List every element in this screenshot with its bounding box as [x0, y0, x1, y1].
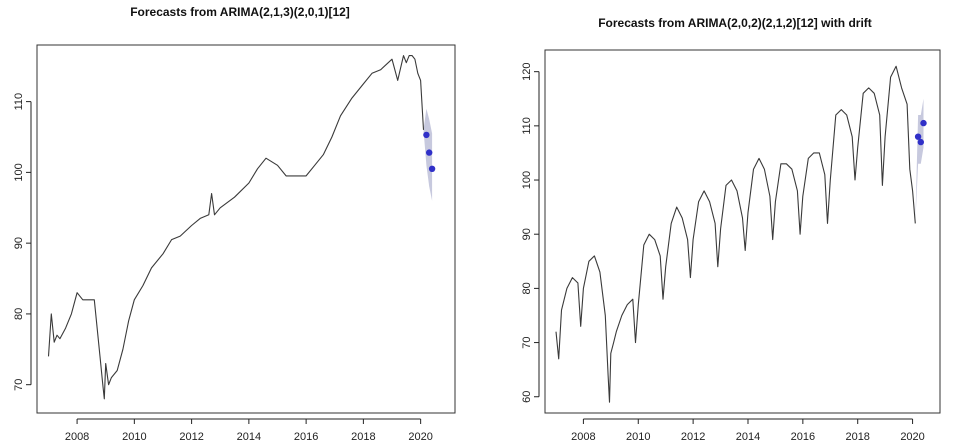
- forecast-point: [917, 138, 924, 146]
- x-tick-label: 2010: [122, 431, 146, 443]
- x-tick-label: 2012: [179, 431, 203, 443]
- y-tick-label: 110: [521, 117, 533, 135]
- x-tick-label: 2016: [294, 431, 318, 443]
- plot-frame: [36, 44, 456, 414]
- x-tick-label: 2008: [571, 431, 595, 443]
- y-tick-label: 80: [13, 308, 25, 320]
- forecast-point: [914, 133, 922, 140]
- y-tick-label: 70: [521, 336, 533, 348]
- axes-layer: 2008 2010 2012 2014 2016 2018 2020 70 80 90 100 110: [13, 93, 433, 443]
- y-tick-label: 60: [521, 391, 533, 403]
- x-tick-label: 2014: [736, 431, 760, 443]
- y-tick-label: 100: [13, 163, 25, 181]
- axes-layer: 2008 2010 2012 2014 2016 2018 2020 60 70 80 90 100 1…: [521, 62, 925, 443]
- chart-panel-right: Forecasts from ARIMA(2,0,2)(2,1,2)[12] w…: [480, 0, 953, 447]
- y-tick-label: 90: [13, 237, 25, 249]
- series-layer: [47, 55, 425, 400]
- chart-left: Forecasts from ARIMA(2,1,3)(2,0,1)[12] 2…: [13, 5, 456, 443]
- series-layer: [555, 65, 916, 403]
- y-tick-label: 110: [13, 93, 25, 111]
- x-tick-label: 2010: [626, 431, 650, 443]
- forecast-point: [423, 131, 430, 139]
- forecast-points-layer: [914, 119, 927, 146]
- x-tick-label: 2016: [791, 431, 815, 443]
- chart-title: Forecasts from ARIMA(2,1,3)(2,0,1)[12]: [130, 5, 350, 19]
- forecast-point: [428, 165, 436, 172]
- forecast-points-layer: [423, 131, 436, 172]
- forecast-point: [426, 149, 433, 156]
- x-tick-label: 2012: [681, 431, 705, 443]
- chart-title: Forecasts from ARIMA(2,0,2)(2,1,2)[12] w…: [598, 16, 872, 30]
- x-tick-label: 2018: [845, 431, 869, 443]
- x-tick-label: 2020: [900, 431, 924, 443]
- series-line: [47, 55, 425, 400]
- x-tick-label: 2018: [351, 431, 375, 443]
- y-tick-label: 70: [13, 379, 25, 391]
- plot-frame: [544, 49, 941, 414]
- forecast-point: [920, 119, 927, 127]
- x-tick-label: 2014: [237, 431, 261, 443]
- y-tick-label: 100: [521, 171, 533, 189]
- y-tick-label: 80: [521, 282, 533, 294]
- series-line: [555, 65, 916, 403]
- forecast-interval: [915, 98, 924, 224]
- x-tick-label: 2008: [65, 431, 89, 443]
- x-tick-label: 2020: [408, 431, 432, 443]
- forecast-band-layer: [915, 98, 924, 224]
- chart-panel-left: Forecasts from ARIMA(2,1,3)(2,0,1)[12] 2…: [0, 0, 470, 447]
- chart-right: Forecasts from ARIMA(2,0,2)(2,1,2)[12] w…: [521, 16, 941, 443]
- y-tick-label: 90: [521, 228, 533, 240]
- y-tick-label: 120: [521, 62, 533, 80]
